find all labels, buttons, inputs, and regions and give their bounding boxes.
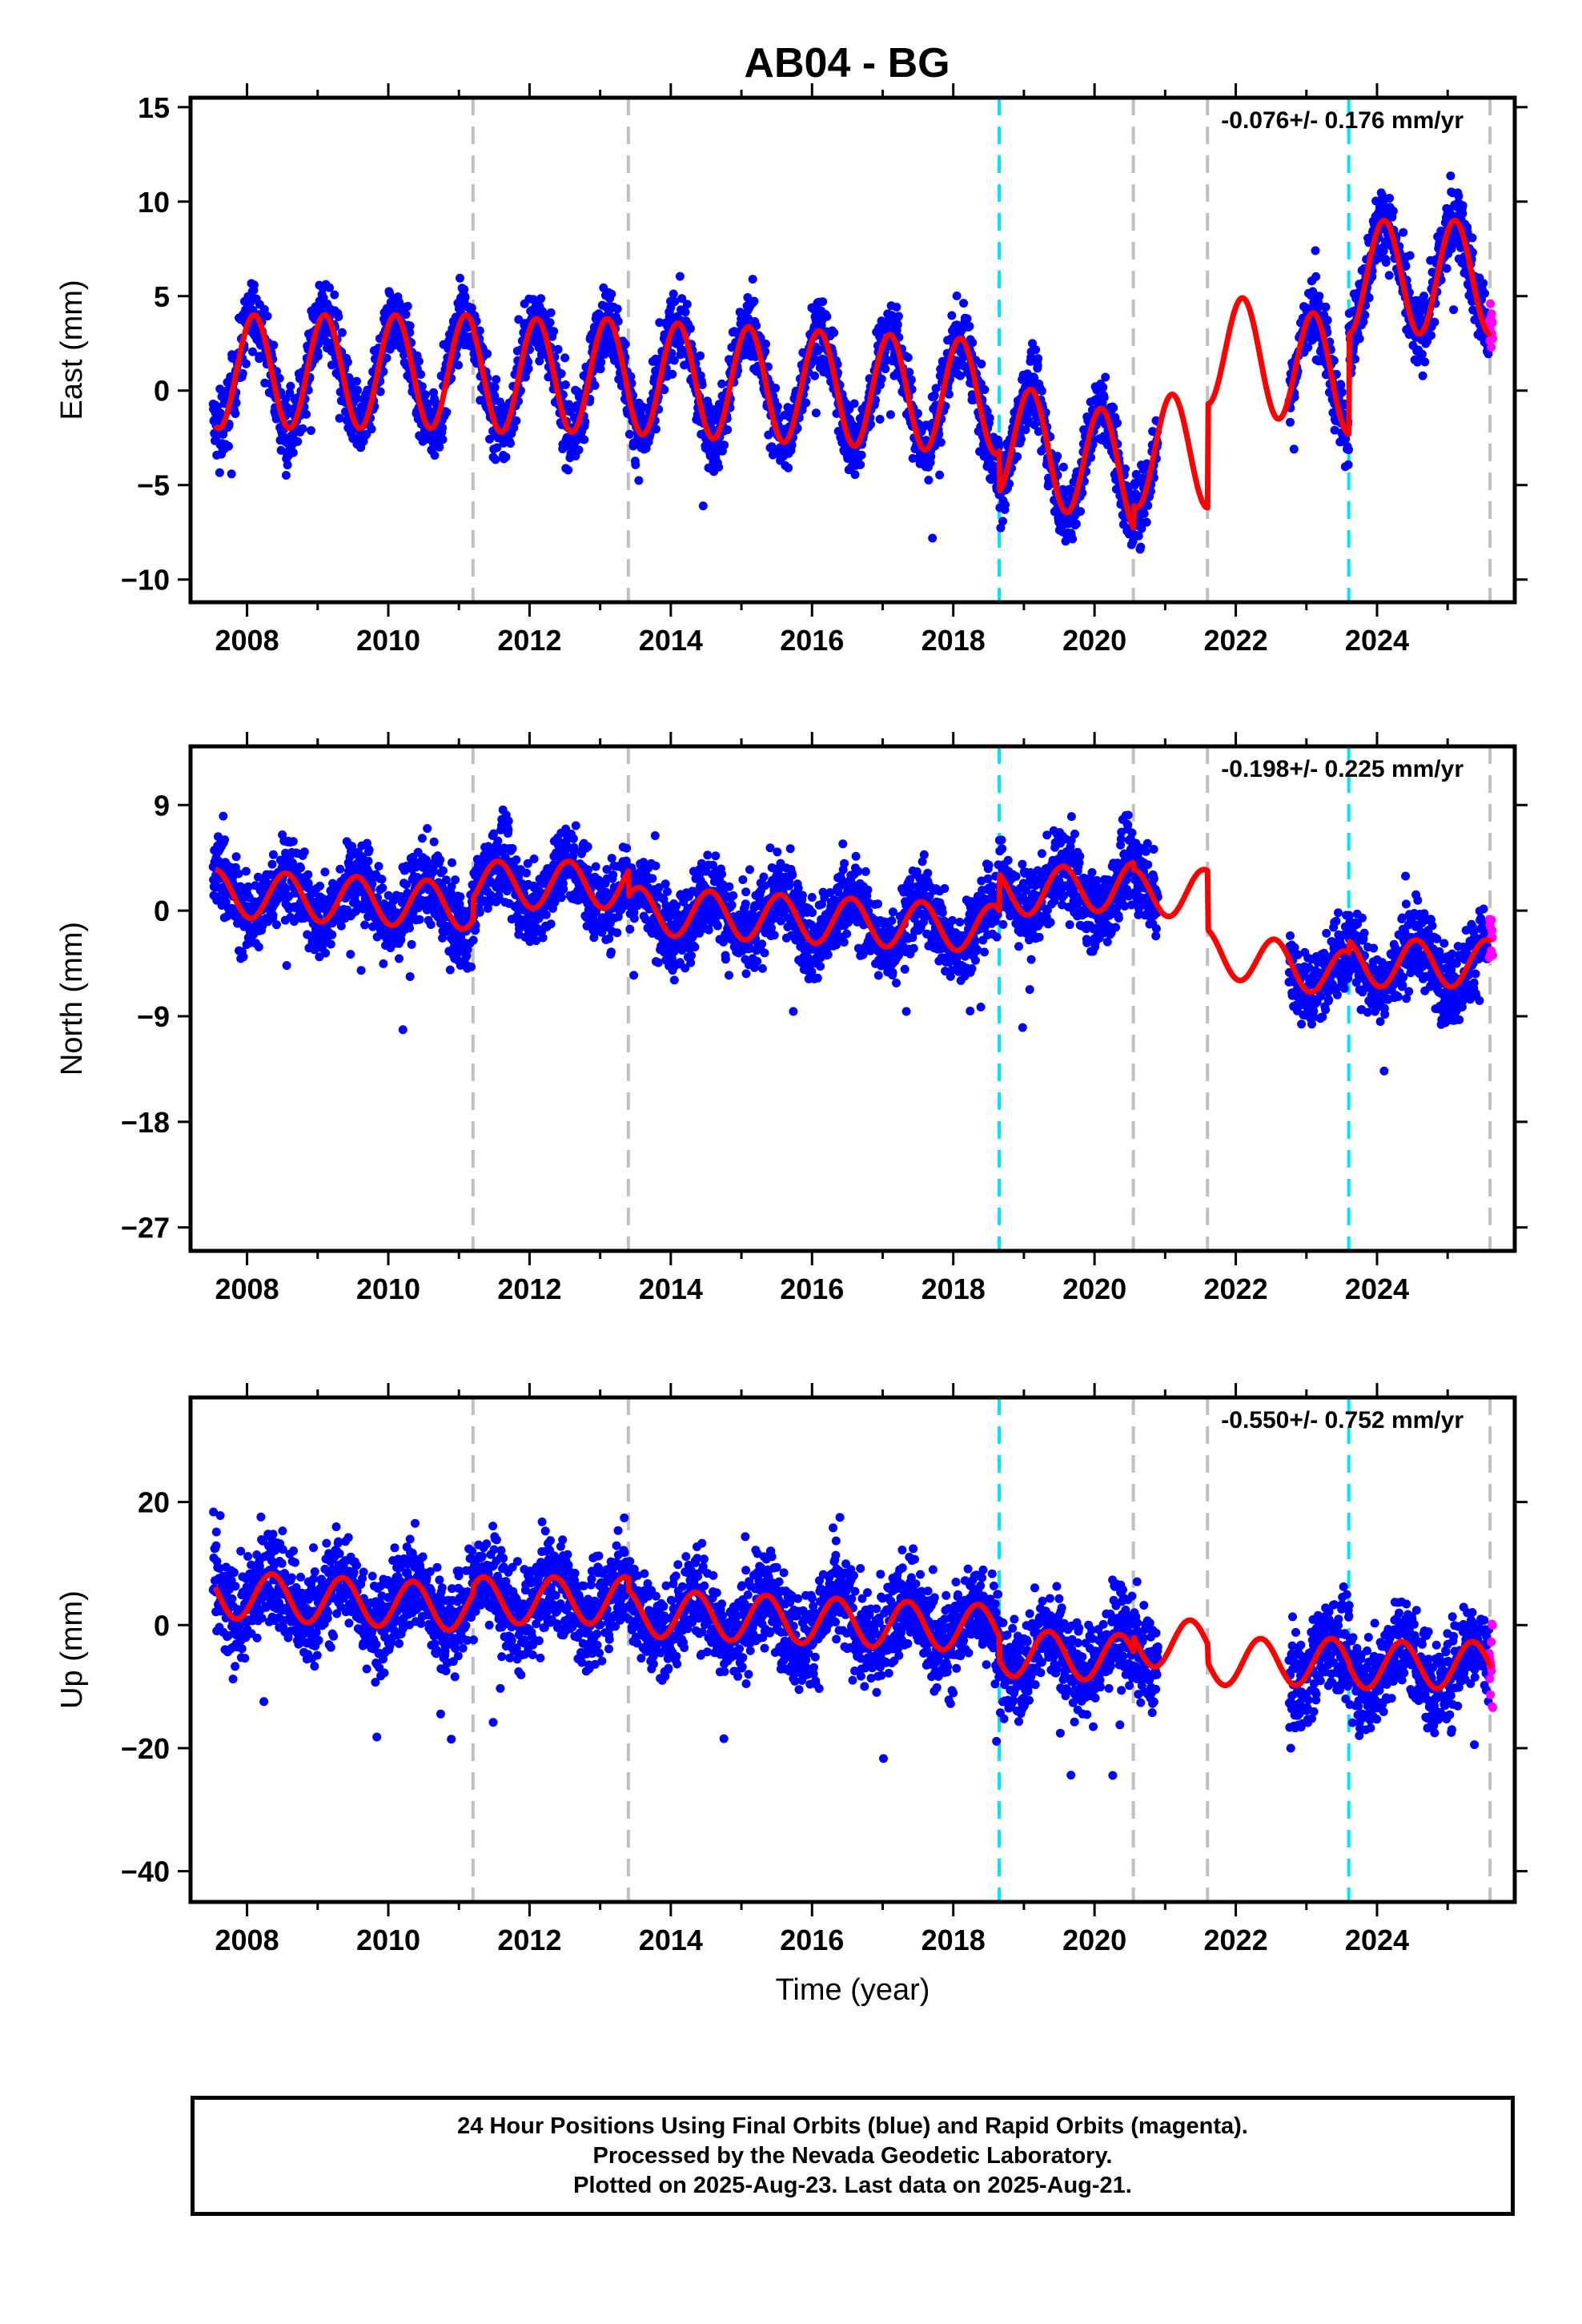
footer-line-2: Processed by the Nevada Geodetic Laborat… — [592, 2142, 1113, 2169]
x-axis-label: Time (year) — [776, 1973, 930, 2007]
x-tick-label: 2014 — [639, 624, 703, 657]
y-tick-label: 10 — [138, 186, 170, 219]
x-tick-label: 2012 — [497, 624, 561, 657]
y-tick-label: −20 — [121, 1732, 170, 1765]
x-tick-label: 2016 — [780, 624, 844, 657]
x-tick-label: 2010 — [356, 1273, 420, 1305]
y-axis-label: North (mm) — [55, 922, 89, 1076]
model-fit-line — [212, 1571, 1495, 1691]
y-tick-label: 0 — [154, 375, 170, 408]
panel-frame — [188, 1395, 1517, 1904]
y-tick-label: 0 — [154, 895, 170, 927]
panel-0: 2008 2010 2012 2014 2016 2018 2020 2022 2024 −10 −… — [55, 83, 1528, 657]
y-tick-label: −27 — [121, 1212, 170, 1244]
x-tick-label: 2014 — [639, 1924, 703, 1956]
panel-plot-area — [208, 98, 1497, 602]
x-tick-label: 2020 — [1062, 1273, 1126, 1305]
x-tick-label: 2010 — [356, 624, 420, 657]
y-tick-label: 0 — [154, 1609, 170, 1642]
panel-frame — [188, 95, 1517, 605]
x-tick-label: 2022 — [1204, 1273, 1268, 1305]
y-tick-label: 9 — [154, 789, 170, 822]
x-tick-label: 2008 — [215, 1924, 279, 1956]
x-tick-label: 2016 — [780, 1924, 844, 1956]
y-tick-label: −10 — [121, 564, 170, 597]
panel-2: 2008 2010 2012 2014 2016 2018 2020 2022 2024 −40 −… — [55, 1383, 1528, 1956]
panel-plot-area — [208, 1397, 1497, 1902]
x-tick-label: 2024 — [1345, 1924, 1409, 1956]
rapid-orbits-points — [1484, 299, 1497, 352]
x-tick-label: 2014 — [639, 1273, 703, 1305]
final-orbits-points — [208, 171, 1494, 554]
x-tick-label: 2022 — [1204, 1924, 1268, 1956]
y-tick-label: 15 — [138, 91, 170, 124]
x-tick-label: 2020 — [1062, 1924, 1126, 1956]
x-tick-label: 2020 — [1062, 624, 1126, 657]
x-tick-label: 2022 — [1204, 624, 1268, 657]
x-tick-label: 2024 — [1345, 624, 1409, 657]
velocity-rate-label: -0.076+/- 0.176 mm/yr — [1221, 107, 1464, 134]
x-tick-label: 2018 — [921, 1924, 986, 1956]
y-axis-label: East (mm) — [55, 279, 89, 420]
velocity-rate-label: -0.198+/- 0.225 mm/yr — [1221, 756, 1464, 782]
x-tick-label: 2024 — [1345, 1273, 1409, 1305]
panel-plot-area — [208, 746, 1497, 1251]
x-tick-label: 2018 — [921, 1273, 986, 1305]
x-tick-label: 2010 — [356, 1924, 420, 1956]
y-axis-label: Up (mm) — [55, 1590, 89, 1709]
y-tick-label: −5 — [137, 469, 170, 502]
chart-title: AB04 - BG — [744, 40, 950, 86]
model-fit-line — [213, 858, 1494, 995]
rapid-orbits-points — [1484, 915, 1497, 963]
panel-frame — [188, 744, 1517, 1253]
model-fit-line — [213, 217, 1494, 531]
y-tick-label: 5 — [154, 280, 170, 313]
x-tick-label: 2012 — [497, 1273, 561, 1305]
velocity-rate-label: -0.550+/- 0.752 mm/yr — [1221, 1407, 1464, 1433]
panel-1: 2008 2010 2012 2014 2016 2018 2020 2022 2024 −27 −… — [55, 732, 1528, 1305]
y-tick-label: 20 — [138, 1486, 170, 1519]
x-tick-label: 2008 — [215, 1273, 279, 1305]
footer-line-1: 24 Hour Positions Using Final Orbits (bl… — [457, 2113, 1248, 2139]
y-tick-label: −18 — [121, 1106, 170, 1139]
x-tick-label: 2012 — [497, 1924, 561, 1956]
y-tick-label: −9 — [137, 1000, 170, 1033]
x-tick-label: 2018 — [921, 624, 986, 657]
footer-line-3: Plotted on 2025-Aug-23. Last data on 202… — [573, 2172, 1132, 2198]
y-tick-label: −40 — [121, 1856, 170, 1888]
final-orbits-points — [208, 1507, 1494, 1780]
final-orbits-points — [208, 805, 1494, 1076]
x-tick-label: 2016 — [780, 1273, 844, 1305]
x-tick-label: 2008 — [215, 624, 279, 657]
footer-box: 24 Hour Positions Using Final Orbits (bl… — [191, 2096, 1515, 2216]
